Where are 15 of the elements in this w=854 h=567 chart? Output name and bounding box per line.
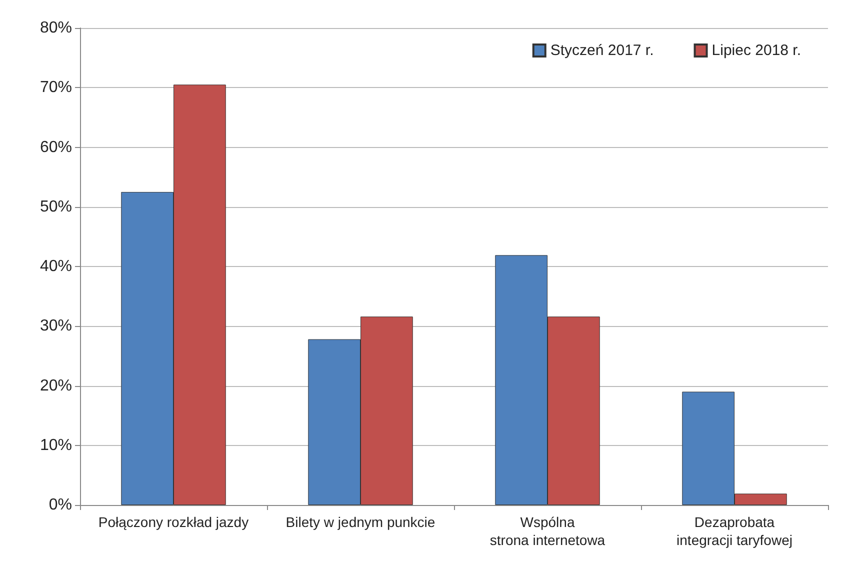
y-tick-label: 20%	[40, 377, 72, 394]
y-tick-label: 0%	[48, 496, 72, 514]
y-tick-label: 80%	[40, 20, 72, 36]
y-tick-label: 60%	[40, 138, 72, 156]
x-tick-label: Dezaprobata integracji taryfowej	[676, 514, 792, 548]
y-tick-label: 50%	[40, 198, 72, 216]
y-tick-label: 40%	[40, 258, 72, 275]
x-tick-label: Połączony rozkład jazdy	[98, 514, 249, 530]
legend-label: Styczeń 2017 r.	[550, 42, 654, 59]
legend-label: Lipiec 2018 r.	[712, 42, 802, 59]
y-tick-label: 10%	[40, 436, 72, 454]
x-tick-label: Bilety w jednym punkcie	[286, 514, 436, 530]
y-tick-label: 70%	[40, 79, 72, 96]
y-tick-label: 30%	[40, 318, 72, 335]
x-tick-label: Wspólna strona internetowa	[490, 514, 606, 548]
